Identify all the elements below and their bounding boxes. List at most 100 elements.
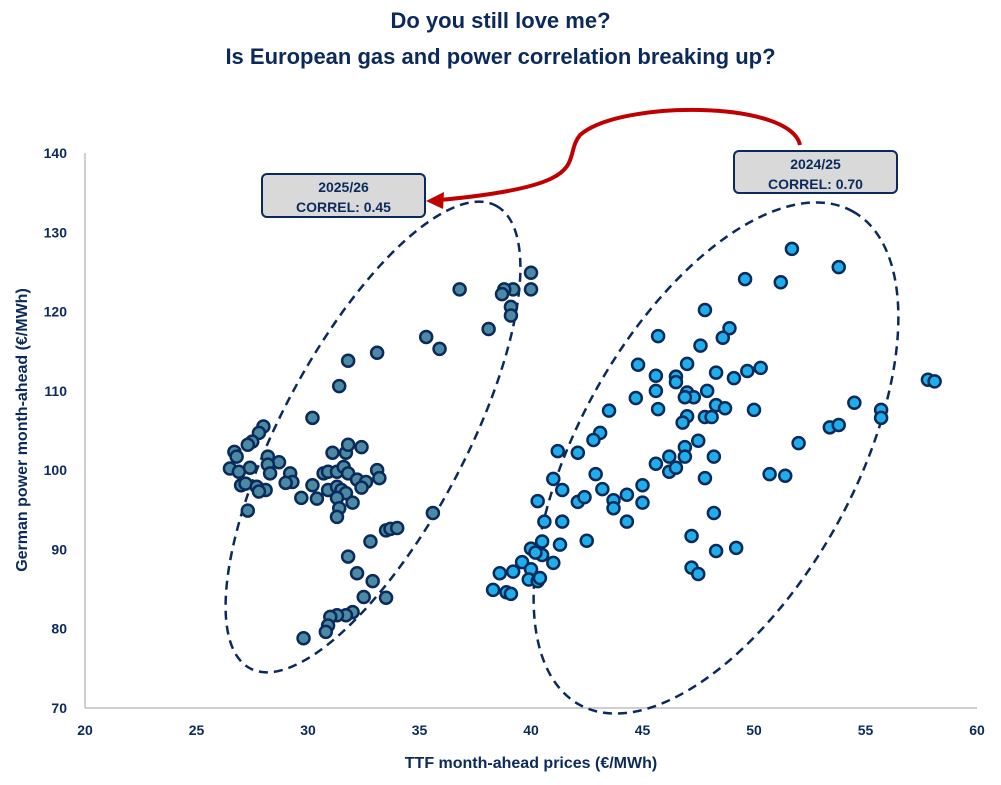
point-2024-25 — [668, 460, 684, 476]
point-2024-25 — [635, 495, 650, 510]
point-2024-25 — [704, 409, 719, 425]
annotation-period: 2024/25 — [790, 156, 841, 172]
point-2024-25 — [619, 514, 635, 529]
point-2025-26 — [309, 491, 325, 506]
point-2024-25 — [648, 456, 664, 472]
point-2025-26 — [345, 495, 360, 510]
point-2025-26 — [340, 549, 356, 564]
point-2024-25 — [773, 274, 789, 290]
point-2024-25 — [693, 338, 708, 353]
point-2025-26 — [296, 630, 311, 646]
point-2024-25 — [677, 389, 693, 405]
point-2025-26 — [318, 624, 334, 640]
point-2024-25 — [668, 374, 684, 390]
point-2024-25 — [708, 543, 724, 559]
point-2024-25 — [847, 395, 862, 410]
point-2024-25 — [528, 545, 543, 560]
y-tick-label: 130 — [44, 224, 68, 240]
point-2024-25 — [762, 466, 777, 482]
point-2024-25 — [691, 566, 706, 582]
point-2025-26 — [481, 321, 496, 337]
point-2024-25 — [831, 259, 846, 275]
point-2025-26 — [251, 484, 267, 499]
point-2025-26 — [240, 437, 256, 453]
point-2024-25 — [588, 466, 603, 482]
point-2024-25 — [831, 417, 846, 433]
point-2024-25 — [570, 445, 586, 460]
x-axis-label: TTF month-ahead prices (€/MWh) — [405, 755, 657, 772]
point-2025-26 — [349, 565, 365, 581]
point-2024-25 — [675, 415, 690, 430]
point-2025-26 — [354, 480, 369, 495]
point-2024-25 — [554, 482, 570, 498]
point-2024-25 — [650, 328, 666, 344]
point-2025-26 — [432, 341, 447, 357]
x-tick-label: 25 — [189, 722, 205, 738]
point-2024-25 — [619, 487, 635, 502]
annotation-2025-26: 2025/26 CORREL: 0.45 — [261, 173, 426, 218]
point-2024-25 — [577, 489, 592, 505]
point-2025-26 — [354, 439, 369, 455]
point-2024-25 — [684, 528, 699, 544]
point-2025-26 — [329, 509, 345, 525]
point-2025-26 — [356, 589, 371, 605]
point-2025-26 — [305, 477, 320, 493]
point-2025-26 — [325, 445, 340, 460]
point-2024-25 — [706, 505, 722, 521]
y-tick-label: 140 — [44, 145, 68, 161]
point-2024-25 — [722, 320, 737, 336]
point-2024-25 — [601, 403, 617, 418]
point-2025-26 — [331, 378, 347, 394]
point-2024-25 — [791, 435, 806, 451]
point-2024-25 — [534, 534, 550, 549]
point-2024-25 — [586, 432, 601, 448]
point-2024-25 — [503, 586, 519, 602]
point-2025-26 — [378, 590, 394, 606]
point-2024-25 — [554, 514, 570, 529]
point-2024-25 — [677, 449, 693, 464]
point-2024-25 — [697, 470, 713, 486]
point-2024-25 — [595, 481, 610, 497]
point-2024-25 — [691, 433, 706, 449]
arrow-curve — [439, 107, 802, 202]
point-2024-25 — [737, 271, 753, 287]
point-2024-25 — [715, 330, 731, 345]
point-2025-26 — [305, 410, 320, 426]
point-2024-25 — [530, 493, 545, 509]
point-2025-26 — [425, 505, 441, 521]
point-2024-25 — [708, 365, 724, 380]
point-2024-25 — [546, 471, 561, 487]
point-2025-26 — [294, 490, 309, 506]
point-2025-26 — [418, 329, 434, 345]
point-2024-25 — [648, 368, 664, 384]
x-tick-label: 60 — [969, 722, 985, 738]
x-tick-label: 40 — [523, 722, 539, 738]
point-2025-26 — [503, 308, 519, 323]
point-2024-25 — [740, 363, 755, 379]
point-2024-25 — [753, 360, 768, 376]
point-2024-25 — [784, 241, 800, 257]
point-2024-25 — [746, 402, 762, 418]
point-2024-25 — [717, 401, 733, 416]
point-2024-25 — [552, 537, 568, 552]
point-2025-26 — [242, 460, 258, 476]
point-2025-26 — [389, 520, 405, 536]
point-2025-26 — [452, 282, 467, 297]
x-tick-label: 55 — [858, 722, 874, 738]
point-2024-25 — [662, 449, 677, 464]
point-2024-25 — [706, 449, 722, 464]
point-2024-25 — [873, 410, 889, 426]
y-tick-label: 100 — [44, 462, 68, 478]
point-2024-25 — [777, 468, 793, 483]
point-2025-26 — [278, 475, 293, 491]
point-2024-25 — [697, 302, 713, 318]
point-2024-25 — [726, 370, 742, 386]
annotation-correl: CORREL: 0.45 — [296, 199, 391, 215]
point-2024-25 — [630, 357, 646, 372]
point-2024-25 — [606, 500, 621, 516]
point-2024-25 — [728, 540, 744, 556]
point-2025-26 — [240, 503, 256, 518]
point-2024-25 — [699, 383, 715, 399]
chart-subtitle: Is European gas and power correlation br… — [225, 44, 776, 69]
